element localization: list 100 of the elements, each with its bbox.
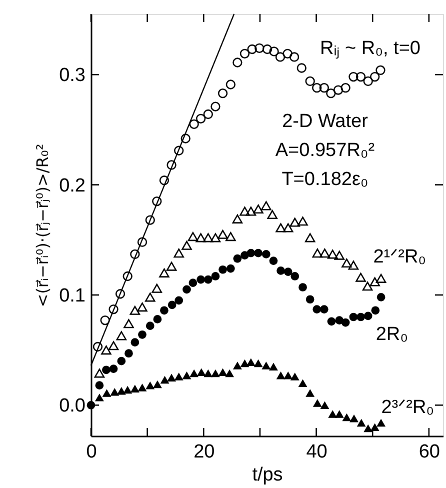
y-tick-label: 0.3 <box>59 65 86 86</box>
point <box>312 248 323 258</box>
point <box>218 368 228 376</box>
point <box>94 368 105 378</box>
point <box>356 418 366 427</box>
point <box>210 369 220 378</box>
point <box>246 248 256 258</box>
point <box>254 248 262 258</box>
point <box>152 196 162 206</box>
point <box>188 232 198 242</box>
point <box>166 160 176 170</box>
point <box>196 275 206 284</box>
point <box>289 52 300 62</box>
point <box>240 206 250 216</box>
point <box>232 214 243 224</box>
point <box>356 312 365 322</box>
point <box>159 268 170 278</box>
point <box>159 176 170 186</box>
point <box>306 389 315 397</box>
point <box>110 388 120 396</box>
point <box>320 401 330 410</box>
y-axis-title: <(r⃗ᵢ−r⃗ᵢ⁰)·(r⃗ⱼ−r⃗ⱼ⁰)>/R₀² <box>33 144 52 308</box>
point <box>226 232 236 242</box>
point <box>174 248 184 258</box>
point <box>342 413 352 422</box>
point <box>262 250 270 258</box>
series-label: 2R₀ <box>376 324 408 346</box>
point <box>350 414 358 422</box>
point <box>240 359 250 368</box>
point <box>269 46 279 56</box>
point <box>167 374 176 382</box>
point <box>168 300 176 310</box>
x-tick-label: 0 <box>86 442 97 462</box>
x-tick-label: 40 <box>306 442 328 462</box>
point <box>115 289 126 299</box>
legend-label: 2³ᐟ²R₀ <box>381 396 434 418</box>
point <box>296 63 306 73</box>
point <box>370 277 380 286</box>
y-tick-label: 0.2 <box>59 175 86 196</box>
point <box>160 376 170 384</box>
point <box>116 331 127 340</box>
point <box>130 306 140 315</box>
point <box>204 275 212 284</box>
x-tick-label: 60 <box>418 442 440 462</box>
point <box>174 372 184 380</box>
point <box>254 43 264 53</box>
point <box>232 58 242 68</box>
point <box>261 201 272 210</box>
point <box>246 206 256 216</box>
point <box>203 109 213 120</box>
point <box>210 233 221 242</box>
point <box>356 72 366 82</box>
point <box>137 302 148 312</box>
point <box>376 274 386 283</box>
point <box>196 233 206 242</box>
point <box>364 312 372 320</box>
point <box>334 250 344 260</box>
point <box>320 248 330 258</box>
point <box>94 394 104 402</box>
y-tick-label: 0.0 <box>59 396 86 417</box>
point <box>370 72 380 82</box>
point <box>276 372 286 380</box>
point <box>174 146 184 156</box>
point <box>312 83 322 93</box>
point <box>276 223 286 232</box>
point <box>152 284 162 293</box>
point <box>305 76 315 86</box>
point <box>146 322 154 330</box>
point <box>267 210 278 220</box>
point <box>211 272 220 280</box>
point <box>152 380 162 388</box>
point <box>319 83 329 93</box>
point <box>116 386 126 395</box>
point <box>247 44 257 54</box>
point <box>160 306 168 315</box>
point <box>348 260 359 270</box>
annotation: A=0.957R₀² <box>275 140 375 161</box>
point <box>137 237 148 247</box>
point <box>100 315 110 326</box>
point <box>340 83 350 93</box>
point <box>283 223 294 232</box>
point <box>190 369 199 378</box>
annotation: 2-D Water <box>282 111 369 132</box>
point <box>364 424 373 432</box>
point <box>290 272 300 280</box>
point <box>363 76 373 86</box>
point <box>253 204 264 214</box>
point <box>328 410 338 418</box>
point <box>101 346 112 355</box>
point <box>204 369 213 378</box>
x-axis-title: t/ps <box>252 464 283 486</box>
point <box>102 366 110 374</box>
point <box>276 266 285 275</box>
point <box>95 381 104 390</box>
point <box>117 356 126 366</box>
point <box>327 250 338 259</box>
point <box>124 319 134 328</box>
point <box>282 48 292 58</box>
point <box>327 317 336 326</box>
point <box>225 369 234 378</box>
